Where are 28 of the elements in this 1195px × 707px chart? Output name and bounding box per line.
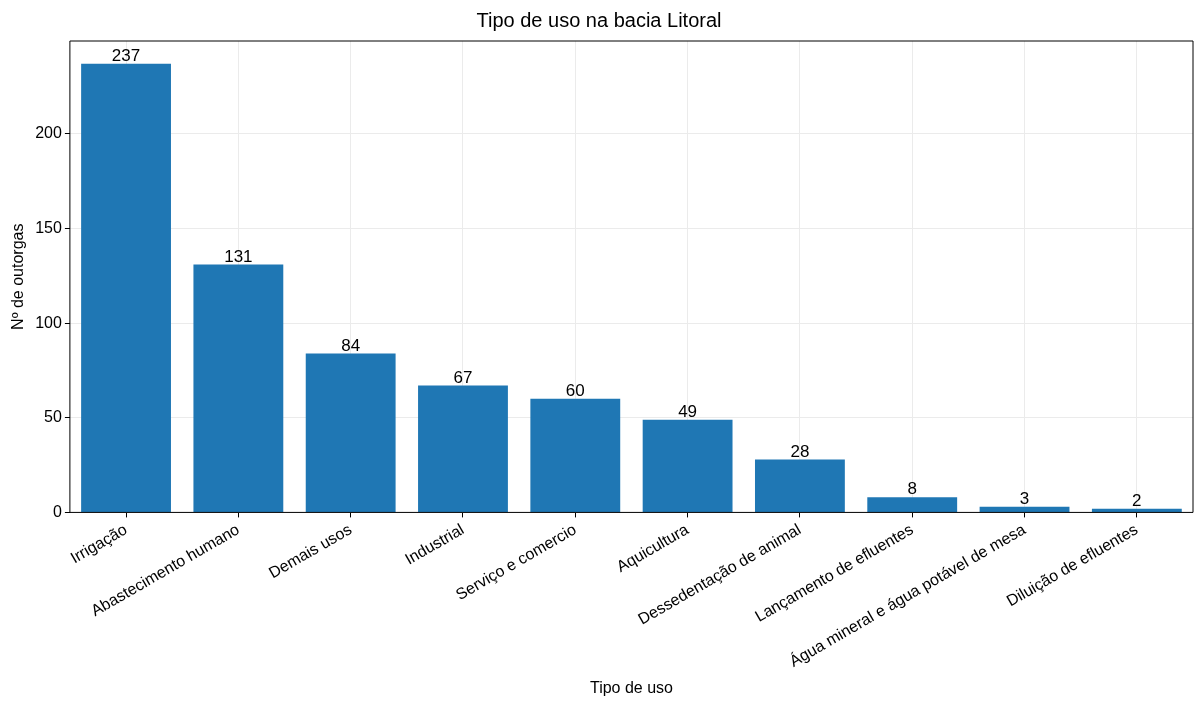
y-tick-label: 0 (52, 502, 62, 520)
data-label: 131 (224, 246, 253, 266)
y-axis-title: Nº de outorgas (9, 223, 27, 330)
bar (305, 353, 396, 512)
data-label: 84 (341, 335, 361, 355)
data-label: 237 (111, 45, 141, 65)
y-tick-label: 150 (35, 218, 62, 236)
bar (530, 398, 621, 512)
bar (754, 459, 845, 512)
y-tick-label: 50 (44, 408, 62, 426)
bar (193, 264, 284, 512)
chart-title: Tipo de uso na bacia Litoral (476, 8, 722, 31)
bar (867, 497, 958, 512)
data-label: 60 (565, 381, 585, 401)
y-tick-label: 200 (35, 124, 62, 142)
bar (642, 419, 733, 512)
data-label: 67 (453, 367, 473, 387)
x-axis-title: Tipo de uso (589, 678, 674, 696)
data-label: 49 (678, 401, 698, 421)
bar (81, 63, 171, 512)
data-label: 3 (1019, 488, 1030, 508)
bar (418, 385, 508, 512)
data-label: 2 (1132, 490, 1142, 510)
bar (1091, 508, 1182, 512)
data-label: 8 (907, 479, 917, 499)
y-tick-label: 100 (35, 313, 62, 331)
data-label: 28 (790, 441, 810, 461)
bar (979, 506, 1070, 512)
